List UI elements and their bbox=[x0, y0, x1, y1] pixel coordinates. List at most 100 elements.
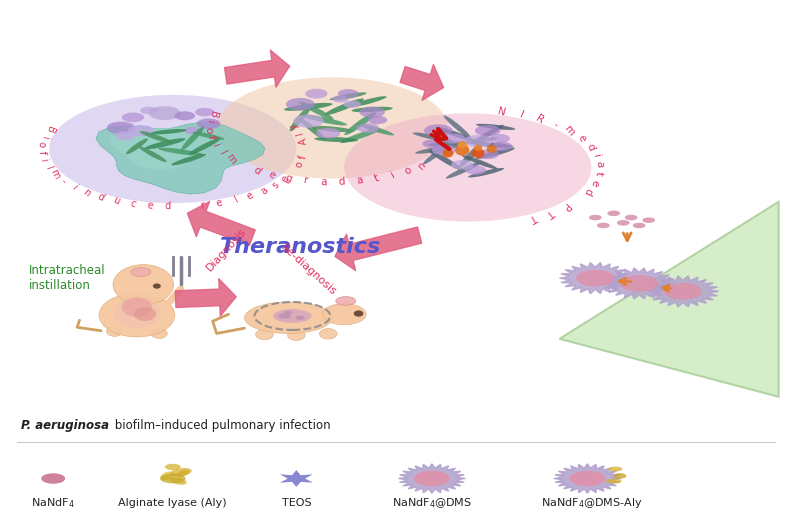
Ellipse shape bbox=[310, 126, 354, 132]
Ellipse shape bbox=[607, 210, 620, 216]
Text: t: t bbox=[594, 171, 604, 176]
Ellipse shape bbox=[350, 96, 386, 107]
Ellipse shape bbox=[633, 223, 646, 228]
Ellipse shape bbox=[476, 124, 515, 130]
Text: l: l bbox=[43, 164, 54, 170]
Text: f: f bbox=[206, 135, 216, 140]
Ellipse shape bbox=[477, 148, 515, 159]
Ellipse shape bbox=[158, 148, 203, 156]
Text: d: d bbox=[338, 176, 346, 187]
Text: TEOS: TEOS bbox=[282, 498, 311, 508]
Text: NaNdF$_4$@DMS: NaNdF$_4$@DMS bbox=[392, 497, 472, 510]
Ellipse shape bbox=[614, 473, 626, 479]
Ellipse shape bbox=[490, 134, 510, 143]
Ellipse shape bbox=[415, 144, 462, 154]
Ellipse shape bbox=[217, 77, 448, 179]
Polygon shape bbox=[559, 263, 631, 294]
Ellipse shape bbox=[458, 141, 485, 168]
Ellipse shape bbox=[197, 119, 221, 129]
Text: -: - bbox=[551, 120, 561, 130]
Ellipse shape bbox=[617, 220, 630, 226]
Ellipse shape bbox=[570, 471, 606, 487]
Ellipse shape bbox=[340, 128, 380, 143]
Ellipse shape bbox=[256, 329, 274, 340]
Text: a: a bbox=[355, 175, 364, 187]
Ellipse shape bbox=[42, 473, 65, 484]
Text: f: f bbox=[298, 154, 308, 159]
Text: e: e bbox=[576, 134, 588, 144]
Ellipse shape bbox=[423, 144, 449, 164]
Ellipse shape bbox=[286, 98, 314, 110]
Ellipse shape bbox=[597, 223, 610, 228]
Ellipse shape bbox=[576, 270, 614, 287]
Ellipse shape bbox=[608, 466, 622, 472]
Ellipse shape bbox=[151, 329, 167, 339]
Ellipse shape bbox=[413, 132, 454, 143]
Circle shape bbox=[354, 311, 363, 317]
Ellipse shape bbox=[184, 127, 202, 135]
Text: e: e bbox=[215, 197, 224, 209]
Text: m: m bbox=[563, 124, 577, 138]
Text: o: o bbox=[402, 165, 414, 176]
Ellipse shape bbox=[322, 304, 366, 325]
Ellipse shape bbox=[470, 142, 514, 148]
Ellipse shape bbox=[174, 111, 195, 120]
Ellipse shape bbox=[368, 116, 387, 124]
Text: u: u bbox=[111, 195, 122, 207]
Ellipse shape bbox=[468, 168, 504, 178]
Text: m: m bbox=[225, 152, 238, 166]
Text: -: - bbox=[58, 177, 69, 186]
Text: g: g bbox=[283, 173, 293, 184]
Polygon shape bbox=[110, 128, 211, 170]
Text: d: d bbox=[251, 165, 262, 176]
Ellipse shape bbox=[344, 113, 591, 222]
Ellipse shape bbox=[290, 105, 311, 131]
Text: o: o bbox=[204, 126, 214, 133]
Ellipse shape bbox=[128, 125, 154, 136]
Ellipse shape bbox=[462, 155, 498, 169]
Ellipse shape bbox=[299, 101, 334, 120]
Text: i: i bbox=[591, 153, 602, 158]
Ellipse shape bbox=[274, 309, 311, 323]
Text: biofilm–induced pulmonary infection: biofilm–induced pulmonary infection bbox=[110, 419, 330, 432]
Ellipse shape bbox=[435, 127, 476, 142]
Ellipse shape bbox=[126, 138, 148, 154]
Ellipse shape bbox=[422, 139, 442, 148]
Ellipse shape bbox=[305, 89, 327, 99]
Ellipse shape bbox=[664, 283, 702, 300]
Ellipse shape bbox=[472, 125, 503, 144]
Text: n: n bbox=[416, 160, 428, 171]
Polygon shape bbox=[554, 464, 621, 493]
Ellipse shape bbox=[245, 302, 332, 333]
Text: i: i bbox=[210, 142, 220, 148]
Ellipse shape bbox=[316, 128, 340, 138]
Text: n: n bbox=[82, 187, 93, 199]
Ellipse shape bbox=[144, 138, 186, 149]
Ellipse shape bbox=[99, 293, 174, 337]
Ellipse shape bbox=[351, 107, 393, 112]
Ellipse shape bbox=[299, 118, 326, 140]
Ellipse shape bbox=[466, 165, 486, 175]
Ellipse shape bbox=[357, 123, 379, 133]
Ellipse shape bbox=[458, 142, 467, 148]
Text: P. aeruginosa: P. aeruginosa bbox=[22, 419, 110, 432]
Text: r: r bbox=[199, 200, 206, 210]
Ellipse shape bbox=[455, 145, 470, 156]
Text: r: r bbox=[302, 175, 309, 186]
Ellipse shape bbox=[171, 154, 206, 165]
Ellipse shape bbox=[134, 307, 156, 321]
Text: e: e bbox=[266, 169, 277, 181]
Text: c: c bbox=[129, 198, 137, 209]
Ellipse shape bbox=[486, 145, 497, 153]
Text: d: d bbox=[164, 201, 171, 211]
Ellipse shape bbox=[139, 146, 166, 162]
Ellipse shape bbox=[472, 148, 485, 158]
Polygon shape bbox=[559, 202, 778, 397]
Polygon shape bbox=[398, 464, 466, 493]
Polygon shape bbox=[647, 276, 719, 307]
Text: l: l bbox=[217, 149, 227, 156]
Text: Intratracheal
instillation: Intratracheal instillation bbox=[30, 264, 106, 292]
Ellipse shape bbox=[475, 125, 501, 136]
Text: i: i bbox=[204, 120, 214, 124]
Ellipse shape bbox=[332, 95, 348, 102]
